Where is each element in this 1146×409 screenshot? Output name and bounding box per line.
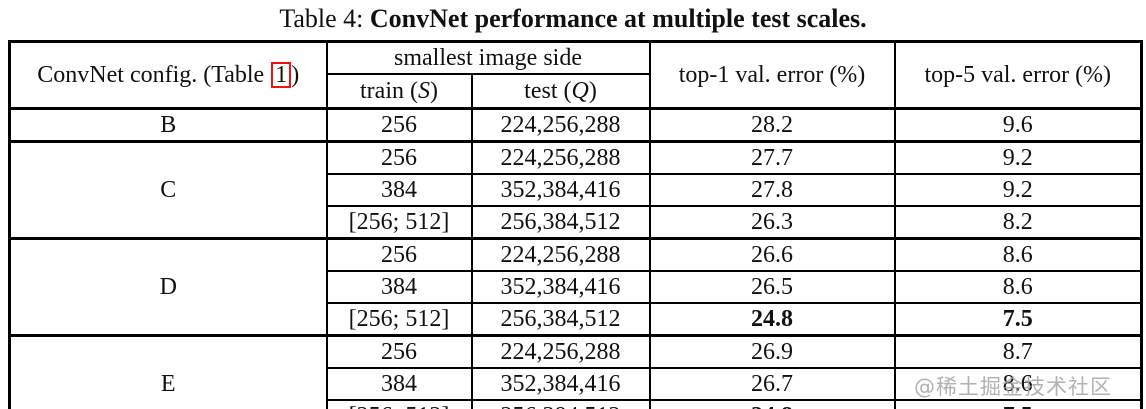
- train-header-text: train (: [360, 77, 418, 104]
- train-value-cell: 256: [325, 334, 473, 369]
- top5-value-cell: 8.6: [893, 367, 1143, 401]
- top5-value-cell: 8.7: [893, 334, 1143, 369]
- test-value-cell: 352,384,416: [470, 270, 651, 304]
- top1-value-cell: 27.8: [648, 173, 896, 207]
- train-value-cell: 256: [325, 140, 473, 175]
- config-name-cell: E: [8, 334, 328, 409]
- table-row: D 256 224,256,288 26.6 8.6: [8, 237, 1143, 337]
- table-1-reference-link[interactable]: 1: [271, 61, 292, 88]
- test-value-cell: 224,256,288: [470, 140, 651, 175]
- test-value-cell: 256,384,512: [470, 399, 651, 409]
- top1-value-cell: 24.8: [648, 302, 896, 337]
- test-scale-header: test (Q): [470, 73, 651, 110]
- top1-value-cell: 26.9: [648, 334, 896, 369]
- config-name-cell: B: [8, 107, 328, 143]
- train-scale-variable: S: [417, 77, 430, 104]
- header-row-2: train (S) test (Q): [10, 73, 1142, 110]
- test-value-cell: 224,256,288: [470, 334, 651, 369]
- test-header-close-paren: ): [588, 77, 597, 104]
- train-value-cell: 384: [325, 367, 473, 401]
- table-row: E 256 224,256,288 26.9 8.7: [8, 334, 1143, 409]
- test-value-cell: 256,384,512: [470, 302, 651, 337]
- convnet-results-table: ConvNet config. (Table 1) smallest image…: [8, 40, 1143, 409]
- table-row: 384 352,384,416 26.7 8.6: [10, 367, 1143, 401]
- train-scale-header: train (S): [325, 73, 473, 110]
- test-value-cell: 256,384,512: [470, 205, 651, 240]
- top1-value-cell: 26.6: [648, 237, 896, 272]
- top5-value-cell: 8.6: [893, 270, 1143, 304]
- top5-value-cell: 9.2: [893, 173, 1143, 207]
- test-value-cell: 224,256,288: [470, 237, 651, 272]
- top1-value-cell: 26.3: [648, 205, 896, 240]
- train-value-cell: 384: [325, 173, 473, 207]
- config-header-close-paren: ): [291, 61, 300, 88]
- caption-title: ConvNet performance at multiple test sca…: [369, 4, 867, 33]
- table-row: B 256 224,256,288 28.2 9.6: [8, 107, 1143, 143]
- train-value-cell: 256: [325, 237, 473, 272]
- config-name-cell: C: [8, 140, 328, 240]
- config-column-header: ConvNet config. (Table 1): [8, 40, 328, 110]
- config-name-cell: D: [8, 237, 328, 337]
- table-row: [256; 512] 256,384,512 26.3 8.2: [10, 205, 1143, 240]
- top1-value-cell: 26.5: [648, 270, 896, 304]
- train-value-cell: [256; 512]: [325, 399, 473, 409]
- config-header-text: ConvNet config. (Table: [37, 61, 271, 88]
- train-value-cell: 256: [325, 107, 473, 143]
- top5-value-cell: 7.5: [893, 399, 1143, 409]
- train-value-cell: [256; 512]: [325, 302, 473, 337]
- top5-value-cell: 9.2: [893, 140, 1143, 175]
- header-row-1: ConvNet config. (Table 1) smallest image…: [8, 40, 1143, 110]
- top5-value-cell: 9.6: [893, 107, 1143, 143]
- top1-error-header: top-1 val. error (%): [648, 40, 896, 110]
- top5-error-header: top-5 val. error (%): [893, 40, 1143, 110]
- caption-label: Table 4:: [279, 4, 370, 33]
- table-caption: Table 4: ConvNet performance at multiple…: [0, 2, 1146, 36]
- smallest-image-side-header: smallest image side: [325, 40, 651, 75]
- top1-value-cell: 27.7: [648, 140, 896, 175]
- top1-value-cell: 28.2: [648, 107, 896, 143]
- table-header: ConvNet config. (Table 1) smallest image…: [8, 40, 1143, 110]
- table-body: B 256 224,256,288 28.2 9.6 C 256 224,256,288 27.…: [8, 107, 1143, 409]
- table-row: 384 352,384,416 27.8 9.2: [10, 173, 1143, 207]
- top5-value-cell: 8.6: [893, 237, 1143, 272]
- top1-value-cell: 26.7: [648, 367, 896, 401]
- test-header-text: test (: [524, 77, 572, 104]
- train-value-cell: 384: [325, 270, 473, 304]
- test-value-cell: 352,384,416: [470, 173, 651, 207]
- table-row: C 256 224,256,288 27.7 9.2: [8, 140, 1143, 240]
- top1-value-cell: 24.8: [648, 399, 896, 409]
- test-value-cell: 224,256,288: [470, 107, 651, 143]
- test-value-cell: 352,384,416: [470, 367, 651, 401]
- top5-value-cell: 7.5: [893, 302, 1143, 337]
- train-value-cell: [256; 512]: [325, 205, 473, 240]
- top5-value-cell: 8.2: [893, 205, 1143, 240]
- test-scale-variable: Q: [571, 77, 589, 104]
- table-row: 384 352,384,416 26.5 8.6: [10, 270, 1143, 304]
- train-header-close-paren: ): [429, 77, 438, 104]
